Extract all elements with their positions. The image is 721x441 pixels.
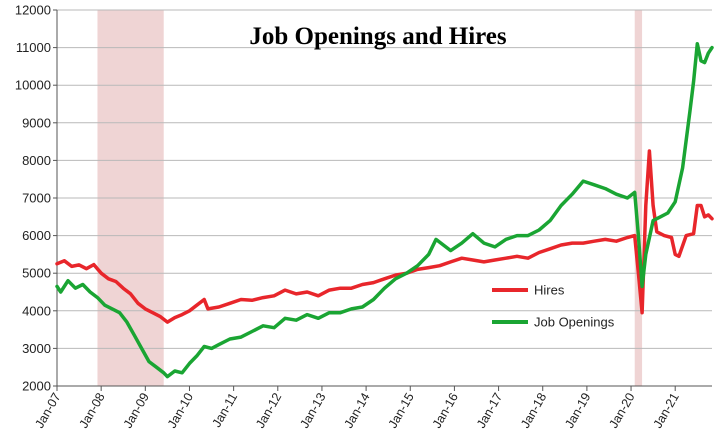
y-tick-label: 4000 bbox=[22, 303, 51, 318]
x-tick-label: Jan-17 bbox=[474, 390, 505, 430]
legend-label-job-openings: Job Openings bbox=[534, 315, 615, 330]
x-tick-label: Jan-10 bbox=[165, 390, 196, 430]
x-tick-label: Jan-09 bbox=[121, 390, 152, 430]
x-tick-label: Jan-18 bbox=[518, 390, 549, 430]
legend-label-hires: Hires bbox=[534, 283, 565, 298]
x-tick-label: Jan-13 bbox=[297, 390, 328, 430]
x-tick-label: Jan-21 bbox=[651, 390, 682, 430]
chart-title: Job Openings and Hires bbox=[249, 23, 507, 50]
x-tick-label: Jan-20 bbox=[606, 390, 637, 430]
x-tick-label: Jan-11 bbox=[209, 390, 240, 429]
y-tick-label: 8000 bbox=[22, 153, 51, 168]
y-tick-label: 11000 bbox=[16, 40, 51, 55]
x-tick-label: Jan-12 bbox=[253, 390, 284, 430]
y-tick-label: 9000 bbox=[22, 115, 51, 130]
x-tick-label: Jan-19 bbox=[562, 390, 593, 430]
series-line-job-openings bbox=[55, 42, 714, 379]
y-tick-label: 6000 bbox=[22, 228, 51, 243]
x-tick-label: Jan-08 bbox=[77, 390, 108, 430]
x-tick-label: Jan-15 bbox=[386, 390, 417, 430]
x-tick-label: Jan-16 bbox=[430, 390, 461, 430]
x-tick-label: Jan-14 bbox=[341, 390, 372, 430]
y-tick-label: 5000 bbox=[22, 266, 51, 281]
x-tick-label: Jan-07 bbox=[32, 390, 63, 430]
y-tick-label: 3000 bbox=[22, 341, 51, 356]
y-tick-label: 2000 bbox=[22, 379, 51, 394]
y-tick-label: 12000 bbox=[15, 3, 51, 18]
y-tick-label: 10000 bbox=[15, 78, 51, 93]
y-tick-label: 7000 bbox=[22, 191, 51, 206]
